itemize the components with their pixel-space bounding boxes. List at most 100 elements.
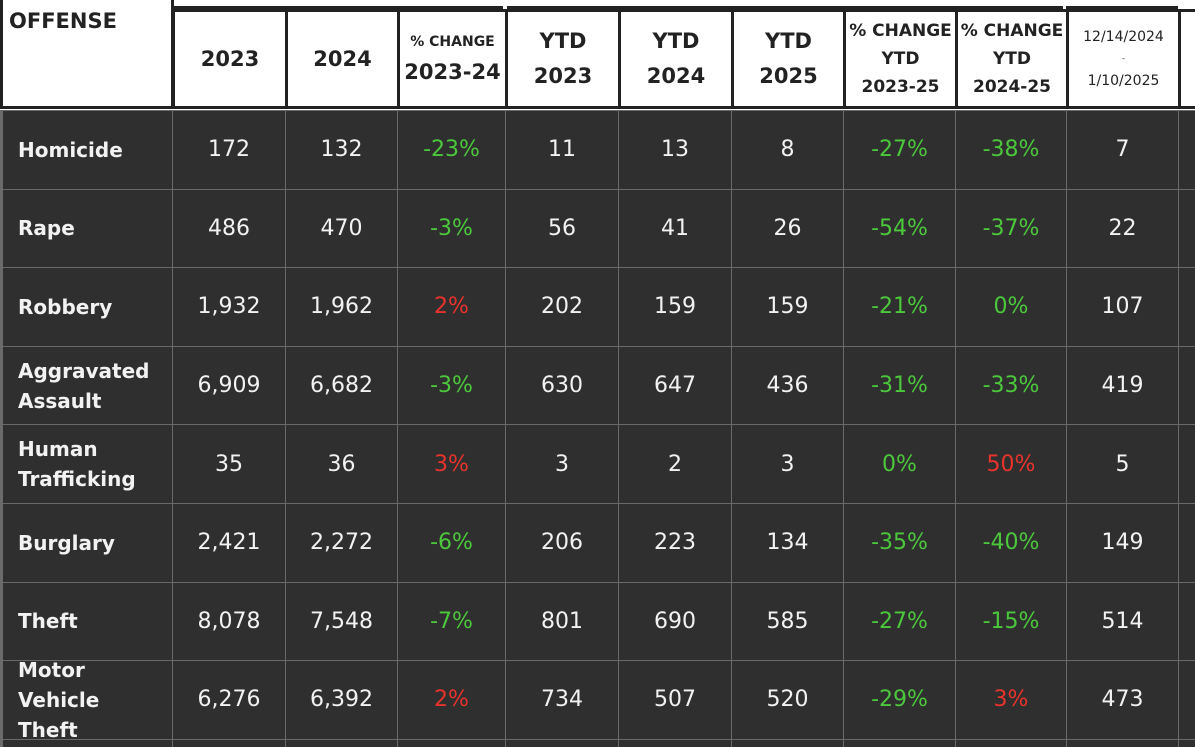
column-header: % CHANGE YTD 2024-25 [955,9,1069,109]
header-line: YTD [881,49,920,69]
column-header: % CHANGE YTD 2023-25 [843,9,958,109]
column-header: YTD 2025 [731,9,846,109]
column-header: 2024 [285,9,400,109]
value-cell: -38% [955,110,1067,190]
value-cell: 223 [618,503,732,583]
value-cell: 486 [172,188,286,269]
value-cell: -23% [397,110,506,190]
offense-cell: Burglary [0,503,173,583]
header-line: 2024 [646,64,706,88]
value-cell: 1,962 [285,267,398,347]
value-cell: 6,392 [285,660,398,740]
row-cell [397,738,506,747]
row-cell [505,738,619,747]
header-line: 1/10/2025 [1087,73,1160,89]
value-cell: 7 [1066,110,1179,190]
value-cell: 26 [731,188,844,269]
value-cell: 22 [1066,188,1179,269]
value-cell: 3 [505,424,619,504]
value-cell: 6,276 [172,660,286,740]
value-cell: 801 [505,581,619,662]
header-line: 2023-25 [861,77,940,97]
value-cell: -15% [955,581,1067,662]
header-line: 12/14/2024 [1083,29,1164,45]
value-cell: -35% [843,503,956,583]
header-line: 2023 [200,46,260,71]
value-cell: -29% [843,660,956,740]
value-cell: 36 [285,424,398,504]
value-cell: 514 [1066,581,1179,662]
value-cell: 132 [285,110,398,190]
header-line: 2023 [533,64,593,88]
row-cell [285,738,398,747]
header-line: YTD [765,29,812,53]
value-cell: 2,272 [285,503,398,583]
value-cell [1178,110,1195,190]
value-cell: 470 [285,188,398,269]
value-cell: 134 [731,503,844,583]
row-cell [955,738,1067,747]
offense-cell: Human Trafficking [0,424,173,504]
value-cell: 2% [397,660,506,740]
value-cell: 419 [1066,345,1179,426]
row-cell [172,738,286,747]
value-cell: 520 [731,660,844,740]
group-rule [1066,6,1178,9]
offense-cell: Theft [0,581,173,662]
value-cell: 734 [505,660,619,740]
value-cell: 149 [1066,503,1179,583]
value-cell: -27% [843,110,956,190]
value-cell: -33% [955,345,1067,426]
offense-cell: Robbery [0,267,173,347]
value-cell: 2,421 [172,503,286,583]
header-line: 2024-25 [972,77,1052,97]
value-cell: 202 [505,267,619,347]
offense-cell: Aggravated Assault [0,345,173,426]
value-cell: 8 [731,110,844,190]
value-cell: 3 [731,424,844,504]
header-line: YTD [539,29,587,53]
value-cell: 11 [505,110,619,190]
value-cell: 473 [1066,660,1179,740]
value-cell: 3% [955,660,1067,740]
value-cell: -37% [955,188,1067,269]
value-cell: 1,932 [172,267,286,347]
value-cell: 172 [172,110,286,190]
value-cell: 5 [1066,424,1179,504]
table-header: OFFENSE 2023 2024% CHANGE 2023-24 YTD 2023 YT… [0,0,1195,110]
column-header: YTD 2024 [618,9,734,109]
header-line: YTD [992,49,1032,69]
header-line: % CHANGE [410,33,495,50]
header-line: % CHANGE [960,21,1064,41]
header-line: - [1122,54,1125,63]
value-cell: 585 [731,581,844,662]
column-header: YTD 2023 [505,9,621,109]
row-cell [731,738,844,747]
value-cell: 206 [505,503,619,583]
value-cell [1178,503,1195,583]
row-cell [1178,738,1195,747]
value-cell: 2% [397,267,506,347]
value-cell: 0% [843,424,956,504]
value-cell: 7,548 [285,581,398,662]
offense-header: OFFENSE [0,0,174,109]
value-cell: 630 [505,345,619,426]
value-cell: 35 [172,424,286,504]
group-rule [507,6,1063,9]
column-header: 12/14/2024 - 1/10/2025 [1066,9,1181,109]
value-cell: -6% [397,503,506,583]
row-cell [1066,738,1179,747]
value-cell: 3% [397,424,506,504]
value-cell: 107 [1066,267,1179,347]
value-cell: 0% [955,267,1067,347]
header-line: YTD [652,29,700,53]
value-cell [1178,345,1195,426]
value-cell: -54% [843,188,956,269]
value-cell: -31% [843,345,956,426]
value-cell: 41 [618,188,732,269]
value-cell [1178,660,1195,740]
column-header: % CHANGE 2023-24 [397,9,508,109]
value-cell: 2 [618,424,732,504]
offense-cell: Homicide [0,110,173,190]
